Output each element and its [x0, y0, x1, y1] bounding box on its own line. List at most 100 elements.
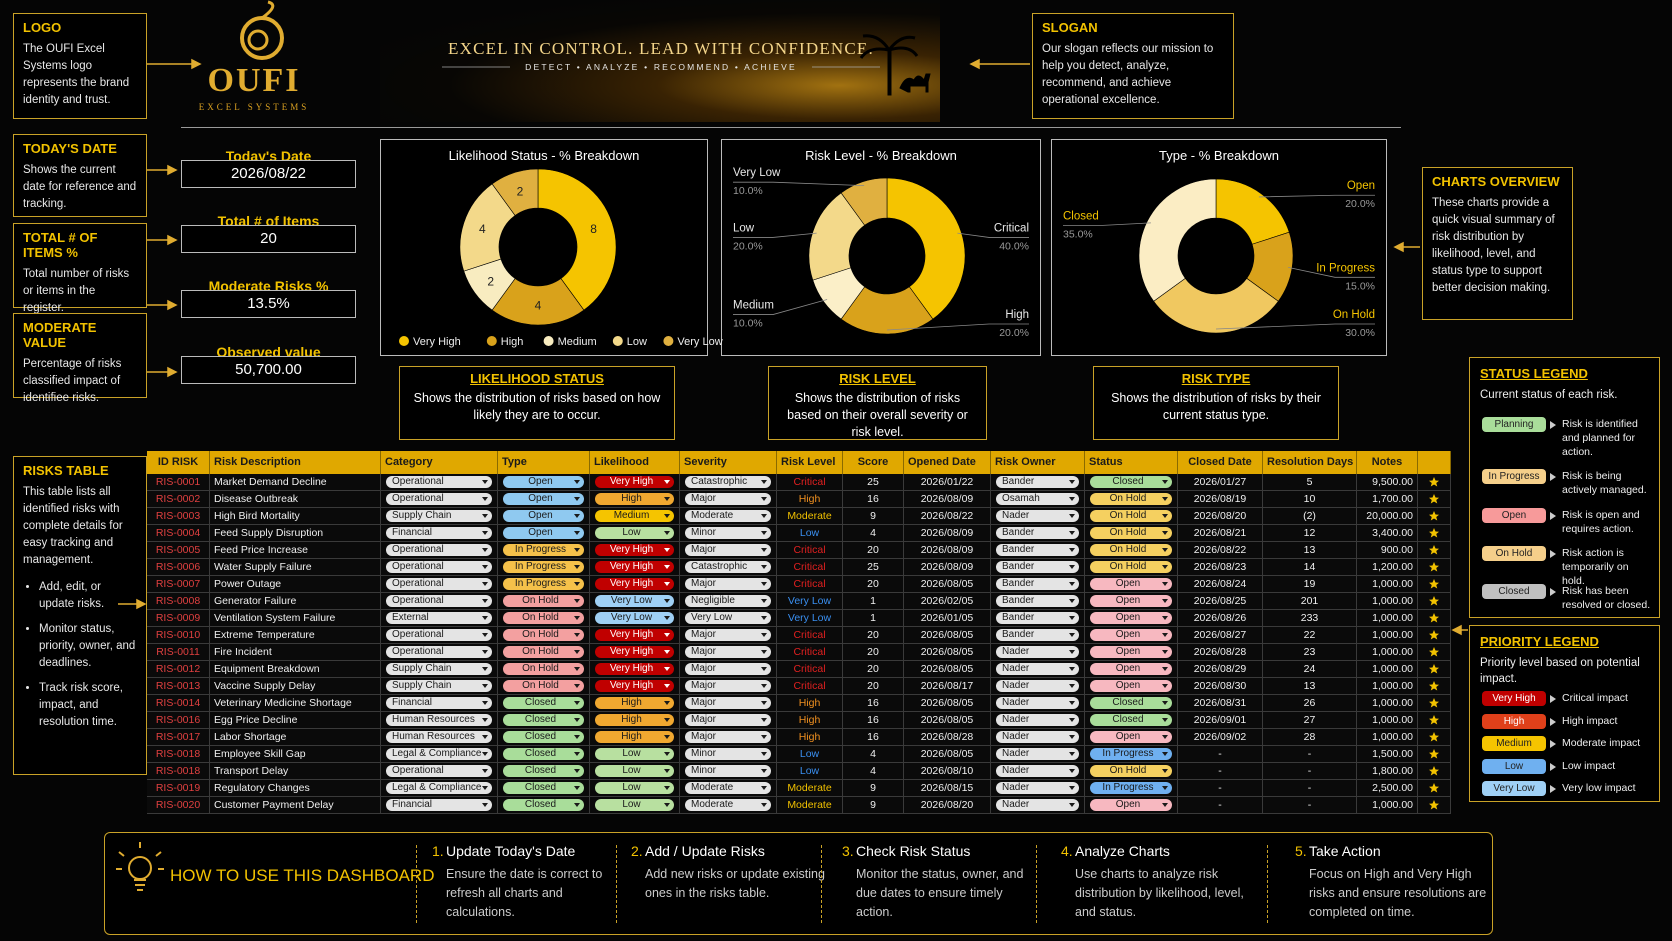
- status-pill: Closed: [503, 714, 584, 726]
- table-cell: Operational: [381, 576, 498, 593]
- star-icon[interactable]: [1428, 544, 1440, 556]
- table-cell: Supply Chain: [381, 678, 498, 695]
- cell-text: 2026/08/20: [920, 799, 974, 811]
- table-cell: RIS-0012: [147, 661, 210, 678]
- table-cell: Closed: [498, 712, 590, 729]
- table-cell: Nader: [991, 644, 1085, 661]
- star-icon[interactable]: [1428, 697, 1440, 709]
- star-icon[interactable]: [1428, 612, 1440, 624]
- table-cell: Low: [590, 797, 680, 814]
- star-icon[interactable]: [1428, 646, 1440, 658]
- callout-title: TOTAL # OF ITEMS %: [23, 230, 98, 260]
- cell-text: 2026/08/30: [1193, 680, 1247, 692]
- status-pill: Low: [595, 799, 674, 811]
- dropdown: Operational: [386, 561, 492, 573]
- star-shape: [1429, 494, 1439, 504]
- step-text: Focus on High and Very High risks and en…: [1309, 867, 1487, 919]
- star-icon[interactable]: [1428, 476, 1440, 488]
- star-icon[interactable]: [1428, 578, 1440, 590]
- status-pill: In Progress: [503, 561, 584, 573]
- star-icon[interactable]: [1428, 595, 1440, 607]
- table-cell: 20: [843, 627, 904, 644]
- table-cell: Human Resources: [381, 712, 498, 729]
- logo-subtext: EXCEL SYSTEMS: [198, 102, 310, 112]
- chart-note-title: LIKELIHOOD STATUS: [470, 371, 604, 386]
- star-icon[interactable]: [1428, 629, 1440, 641]
- cell-text: Moderate: [787, 510, 832, 522]
- status-pill: Low: [595, 527, 674, 539]
- table-cell: Transport Delay: [210, 763, 381, 780]
- status-pill: On Hold: [1090, 561, 1172, 573]
- table-cell: Negligible: [680, 593, 777, 610]
- table-cell: Closed: [498, 746, 590, 763]
- cell-text: -: [1307, 782, 1312, 794]
- cell-text: 24: [1303, 663, 1316, 675]
- star-icon[interactable]: [1428, 782, 1440, 794]
- table-cell: -: [1178, 780, 1263, 797]
- star-icon[interactable]: [1428, 510, 1440, 522]
- table-cell: Bander: [991, 525, 1085, 542]
- table-cell: [1418, 712, 1451, 729]
- dropdown: External: [386, 612, 492, 624]
- cell-text: 20,000.00: [1366, 510, 1413, 522]
- status-pill: On Hold: [1090, 544, 1172, 556]
- cell-text: RIS-0016: [155, 714, 201, 726]
- table-cell: 2026/08/31: [1178, 695, 1263, 712]
- table-cell: 2026/08/05: [904, 627, 991, 644]
- table-cell: Major: [680, 729, 777, 746]
- star-shape: [1429, 545, 1439, 555]
- star-icon[interactable]: [1428, 680, 1440, 692]
- star-icon[interactable]: [1428, 493, 1440, 505]
- table-cell: [1418, 610, 1451, 627]
- table-cell: Nader: [991, 661, 1085, 678]
- table-cell: 1,000.00: [1357, 610, 1418, 627]
- cell-text: Critical: [793, 663, 826, 675]
- table-cell: [1418, 678, 1451, 695]
- cell-text: High: [798, 731, 821, 743]
- cell-text: Labor Shortage: [214, 731, 287, 743]
- cell-text: RIS-0018: [155, 748, 201, 760]
- star-icon[interactable]: [1428, 663, 1440, 675]
- star-shape: [1429, 715, 1439, 725]
- table-cell: Open: [1085, 644, 1178, 661]
- status-pill: Open: [1090, 731, 1172, 743]
- cell-text: 2026/08/22: [1193, 544, 1247, 556]
- table-cell: 16: [843, 491, 904, 508]
- table-cell: Operational: [381, 763, 498, 780]
- status-pill: Closed: [503, 799, 584, 811]
- bullet-item: Track risk score, impact, and resolution…: [39, 680, 137, 731]
- star-icon[interactable]: [1428, 799, 1440, 811]
- kpi-value: 20: [181, 225, 356, 253]
- cell-text: 1,200.00: [1372, 561, 1413, 573]
- table-cell: Open: [1085, 576, 1178, 593]
- table-cell: Closed: [498, 797, 590, 814]
- table-cell: 2026/08/10: [904, 763, 991, 780]
- table-cell: 27: [1263, 712, 1357, 729]
- chart-note: LIKELIHOOD STATUS Shows the distribution …: [399, 366, 675, 440]
- star-icon[interactable]: [1428, 765, 1440, 777]
- table-cell: Market Demand Decline: [210, 474, 381, 491]
- table-cell: Very High: [590, 474, 680, 491]
- cell-text: Vaccine Supply Delay: [214, 680, 316, 692]
- dropdown: Financial: [386, 799, 492, 811]
- star-icon[interactable]: [1428, 731, 1440, 743]
- dropdown: Minor: [685, 748, 771, 760]
- table-header-cell: Resolution Days: [1263, 451, 1357, 474]
- callout-text: Total number of risks or items in the re…: [23, 268, 130, 314]
- status-pill: On Hold: [1090, 510, 1172, 522]
- star-icon[interactable]: [1428, 527, 1440, 539]
- star-icon[interactable]: [1428, 748, 1440, 760]
- status-pill: On Hold: [503, 629, 584, 641]
- table-cell: 13: [1263, 542, 1357, 559]
- cell-text: Regulatory Changes: [214, 782, 310, 794]
- star-icon[interactable]: [1428, 561, 1440, 573]
- cell-text: 2026/01/22: [920, 476, 974, 488]
- cell-text: 28: [1303, 731, 1316, 743]
- chart-panel: [380, 139, 708, 356]
- table-cell: 2026/08/22: [1178, 542, 1263, 559]
- table-cell: Open: [1085, 593, 1178, 610]
- chart-note-text: Shows the distribution of risks based on…: [787, 391, 968, 439]
- table-header-cell: Score: [843, 451, 904, 474]
- star-icon[interactable]: [1428, 714, 1440, 726]
- cell-text: 1,000.00: [1372, 799, 1413, 811]
